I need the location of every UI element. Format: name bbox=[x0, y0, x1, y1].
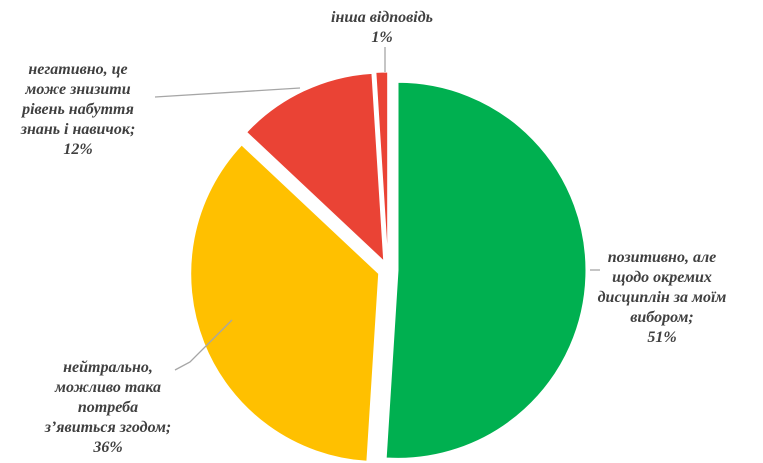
data-label-4-line: інша відповідь bbox=[331, 9, 433, 26]
data-label-3: негативно, це може знизити рівень набуття з… bbox=[20, 61, 136, 158]
data-label-1: позитивно, але щодо окремих дисциплін за м… bbox=[598, 249, 727, 346]
data-label-4-line: 1% bbox=[371, 29, 392, 46]
data-label-2-line: 36% bbox=[92, 439, 122, 456]
data-label-3-line: негативно, це bbox=[28, 61, 127, 78]
data-label-3-line: знань і навичок; bbox=[20, 121, 136, 138]
data-label-2-line: нейтрально, bbox=[63, 359, 153, 376]
pie-slice-3 bbox=[245, 72, 385, 263]
data-label-2: нейтрально, можливо така потреба з’явиться … bbox=[44, 359, 172, 456]
data-label-1-line: дисциплін за моїм bbox=[598, 289, 727, 306]
leader-line-3 bbox=[154, 87, 301, 98]
data-label-4: інша відповідь 1% bbox=[331, 9, 433, 46]
data-label-3-line: рівень набуття bbox=[20, 101, 134, 118]
data-label-1-line: вибором; bbox=[630, 309, 694, 326]
data-label-1-line: позитивно, але bbox=[608, 249, 717, 266]
data-label-3-line: 12% bbox=[63, 141, 92, 158]
data-label-1-line: 51% bbox=[647, 329, 676, 346]
data-label-2-line: з’явиться згодом; bbox=[44, 419, 172, 436]
data-label-3-line: може знизити bbox=[24, 81, 130, 98]
data-label-2-line: можливо така bbox=[54, 379, 161, 396]
pie-slice-1 bbox=[385, 81, 587, 459]
data-label-1-line: щодо окремих bbox=[612, 269, 712, 286]
pie-slice-2 bbox=[190, 144, 380, 462]
data-label-2-line: потреба bbox=[78, 399, 138, 416]
pie-slice-4 bbox=[375, 71, 389, 261]
leader-line-2 bbox=[174, 319, 233, 371]
